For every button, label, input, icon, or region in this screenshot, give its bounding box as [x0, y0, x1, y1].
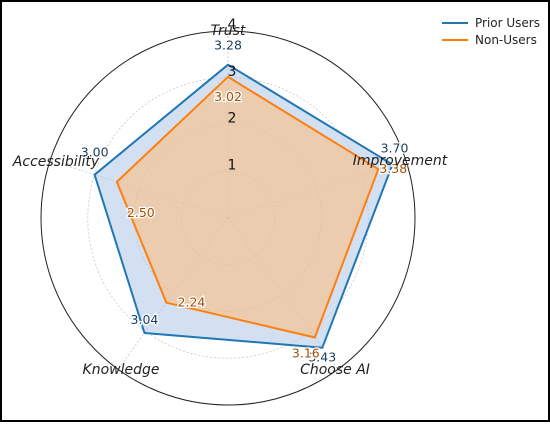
axis-label-4: Accessibility	[12, 154, 100, 170]
series-area-1	[116, 76, 379, 338]
axis-label-2: Choose AI	[300, 362, 370, 378]
value-label-0-3: 3.04	[131, 312, 159, 327]
series-line-0	[93, 63, 394, 349]
outer-circle	[40, 30, 416, 406]
value-label-1-3: 2.24	[178, 295, 206, 310]
series-line-1	[115, 75, 380, 339]
legend-label-1: Non-Users	[475, 33, 537, 47]
value-label-0-4: 3.00	[81, 145, 109, 160]
radial-tick-label: 2	[228, 111, 237, 127]
radial-tick-label: 3	[228, 64, 237, 80]
axis-label-1: Improvement	[353, 153, 448, 169]
value-label-1-4: 2.50	[127, 205, 155, 220]
axis-label-0: Trust	[211, 23, 246, 39]
axis-label-3: Knowledge	[83, 362, 160, 378]
legend-label-0: Prior Users	[475, 16, 540, 30]
value-label-1-2: 3.16	[292, 346, 320, 361]
radial-tick-label: 1	[228, 157, 237, 173]
value-label-0-1: 3.70	[381, 141, 409, 156]
value-label-0-2: 3.43	[308, 350, 336, 365]
radial-tick-label: 4	[228, 17, 237, 33]
value-label-1-1: 3.38	[379, 161, 407, 176]
value-label-0-0: 3.28	[214, 38, 242, 53]
value-label-1-0: 3.02	[214, 89, 242, 104]
